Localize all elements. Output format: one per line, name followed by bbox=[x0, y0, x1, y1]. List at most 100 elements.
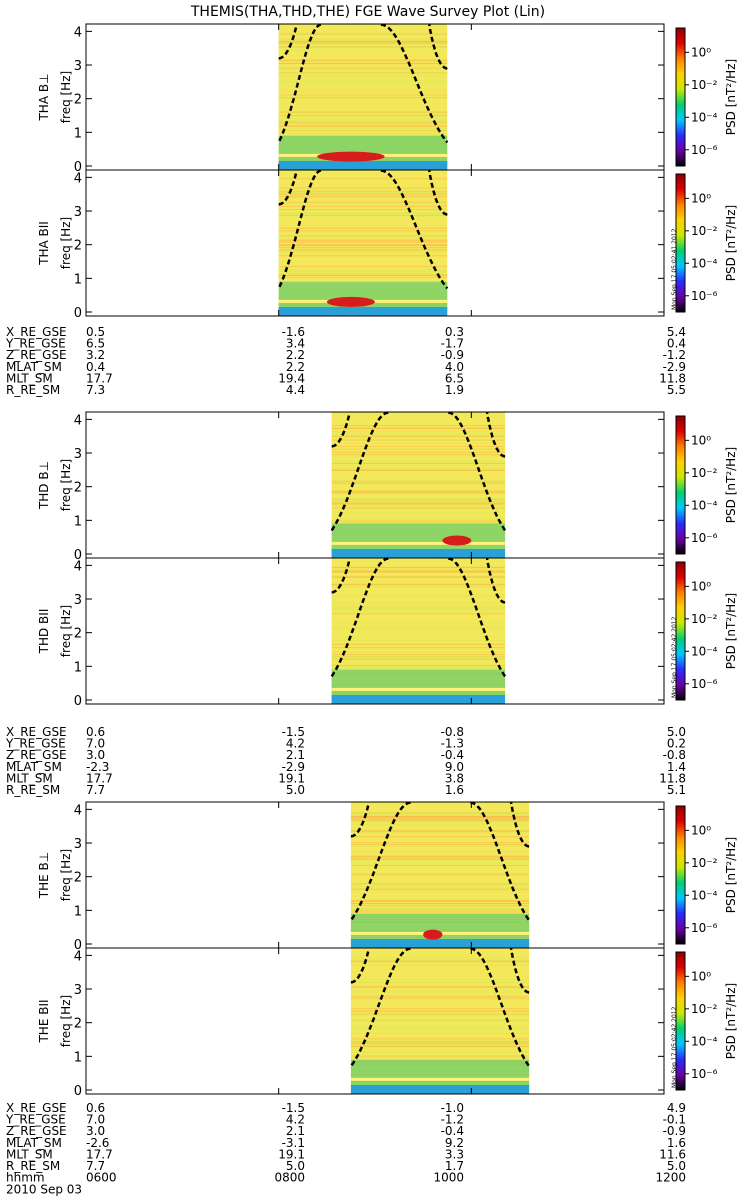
spectrogram-streak bbox=[350, 997, 530, 999]
spectrogram-streak bbox=[331, 640, 506, 642]
ephemeris-label: X_RE_GSE bbox=[6, 1101, 67, 1115]
spectrogram-streak bbox=[350, 979, 530, 981]
spectrogram-panel: 0 1 2 3 4 THD B⊥ freq [Hz] 10⁰ 10⁻² 10⁻⁴ 10⁻⁶ PSD [… bbox=[37, 411, 738, 563]
y-tick-label: 2 bbox=[74, 1017, 82, 1032]
ephemeris-value: -1.7 bbox=[441, 337, 464, 351]
noise-floor-band bbox=[331, 694, 506, 704]
spectrogram-streak bbox=[278, 248, 448, 250]
spectrogram-streak bbox=[278, 239, 448, 241]
ephemeris-label: MLAT_SM bbox=[6, 760, 62, 774]
colorbar-tick-label: 10⁻⁶ bbox=[691, 143, 718, 157]
cyclotron-curve bbox=[278, 24, 298, 60]
cyclotron-curve bbox=[509, 802, 530, 848]
ephemeris-value: -1.3 bbox=[441, 737, 464, 751]
noise-floor-band bbox=[350, 1084, 530, 1094]
spectrogram-streak bbox=[278, 230, 448, 232]
colorbar-tick-label: 10⁻⁶ bbox=[691, 289, 718, 303]
spectrogram-streak bbox=[350, 1013, 530, 1015]
spectrogram-streak bbox=[331, 610, 506, 612]
spectrogram-streak bbox=[350, 995, 530, 997]
colorbar bbox=[675, 173, 686, 313]
spectrogram-streak bbox=[278, 208, 448, 210]
spectrogram-streak bbox=[278, 120, 448, 122]
colorbar-label: PSD [nT²/Hz] bbox=[724, 447, 738, 523]
probe-group-thd: 0 1 2 3 4 THD B⊥ freq [Hz] 10⁰ 10⁻² 10⁻⁴ 10⁻⁶ PSD [… bbox=[5, 411, 738, 797]
spectrogram-streak bbox=[350, 843, 530, 845]
spectrogram-streak bbox=[278, 178, 448, 180]
spectrogram-streak bbox=[331, 568, 506, 570]
ephemeris-value: 7.3 bbox=[86, 383, 105, 397]
spectrogram-streak bbox=[278, 265, 448, 267]
y-axis-label: freq [Hz] bbox=[59, 71, 73, 123]
spectrogram-streak bbox=[278, 205, 448, 207]
spectrogram-streak bbox=[350, 1042, 530, 1044]
ephemeris-label: MLAT_SM bbox=[6, 360, 62, 374]
spectrogram-streak bbox=[278, 112, 448, 114]
ephemeris-value: 19.4 bbox=[278, 371, 305, 385]
spectrogram-streak bbox=[350, 909, 530, 911]
spectrogram-streak bbox=[350, 884, 530, 886]
spectrogram-streak bbox=[350, 831, 530, 833]
spectrogram-streak bbox=[350, 883, 530, 885]
spectrogram-streak bbox=[350, 1010, 530, 1012]
spectrogram-streak bbox=[350, 1045, 530, 1047]
ephemeris-value: -3.1 bbox=[282, 1136, 305, 1150]
spectrogram-streak bbox=[331, 451, 506, 453]
spectrogram-streak bbox=[331, 445, 506, 447]
ephemeris-value: -2.9 bbox=[282, 760, 305, 774]
spectrogram-streak bbox=[331, 668, 506, 670]
ephemeris-value: 7.0 bbox=[86, 1113, 105, 1127]
spectrogram-streak bbox=[350, 1043, 530, 1045]
spectrogram-streak bbox=[278, 187, 448, 189]
cyclotron-curve bbox=[349, 947, 411, 1068]
spectrogram-streak bbox=[331, 503, 506, 505]
spectrogram-streak bbox=[278, 49, 448, 51]
spectrogram-streak bbox=[331, 498, 506, 500]
cyclotron-curve bbox=[428, 170, 448, 216]
cyclotron-curve bbox=[278, 170, 298, 206]
panel-label: THD B⊥ bbox=[37, 461, 51, 510]
y-tick-label: 2 bbox=[74, 871, 82, 886]
ephemeris-value: 4.4 bbox=[286, 383, 305, 397]
ephemeris-value: -0.4 bbox=[441, 748, 464, 762]
spectrogram-streak bbox=[350, 830, 530, 832]
spectrogram-streak bbox=[278, 196, 448, 198]
spectrogram-streak bbox=[350, 1025, 530, 1027]
y-tick-label: 3 bbox=[74, 205, 82, 220]
ephemeris-value: 5.0 bbox=[667, 725, 686, 739]
wave-enhancement bbox=[423, 929, 443, 940]
y-tick-label: 4 bbox=[74, 559, 82, 574]
spectrogram-streak bbox=[278, 212, 448, 214]
cyclotron-curve bbox=[448, 411, 507, 532]
spectrogram-streak bbox=[278, 214, 448, 216]
ephemeris-value: -1.2 bbox=[441, 1113, 464, 1127]
spectrogram-streak bbox=[350, 842, 530, 844]
colorbar-tick-label: 10⁰ bbox=[691, 969, 711, 983]
cyclotron-curve bbox=[350, 948, 371, 984]
spectrogram-streak bbox=[278, 38, 448, 40]
y-tick-label: 1 bbox=[74, 1050, 82, 1065]
ephemeris-value: 2.2 bbox=[286, 348, 305, 362]
spectrogram-streak bbox=[278, 197, 448, 199]
ephemeris-value: 0.3 bbox=[445, 325, 464, 339]
spectrogram-streak bbox=[350, 820, 530, 822]
ephemeris-value: -0.8 bbox=[663, 748, 686, 762]
spectrogram-streak bbox=[350, 813, 530, 815]
spectrogram-streak bbox=[278, 117, 448, 119]
spectrogram-streak bbox=[350, 819, 530, 821]
spectrogram-streak bbox=[331, 512, 506, 514]
y-tick-label: 1 bbox=[74, 126, 82, 141]
spectrogram-streak bbox=[278, 127, 448, 129]
spectrogram-streak bbox=[331, 576, 506, 578]
colorbar-tick-label: 10⁻⁴ bbox=[691, 256, 718, 270]
ephemeris-value: 1.9 bbox=[445, 383, 464, 397]
spectrogram-streak bbox=[350, 910, 530, 912]
ephemeris-value: 3.2 bbox=[86, 348, 105, 362]
colorbar-tick-label: 10⁻² bbox=[691, 78, 718, 92]
spectrogram-streak bbox=[331, 450, 506, 452]
panel-label: THD BII bbox=[37, 609, 51, 655]
spectrogram-streak bbox=[331, 595, 506, 597]
y-tick-label: 2 bbox=[74, 93, 82, 108]
colorbar-label: PSD [nT²/Hz] bbox=[724, 837, 738, 913]
cyclotron-curve bbox=[509, 948, 530, 994]
